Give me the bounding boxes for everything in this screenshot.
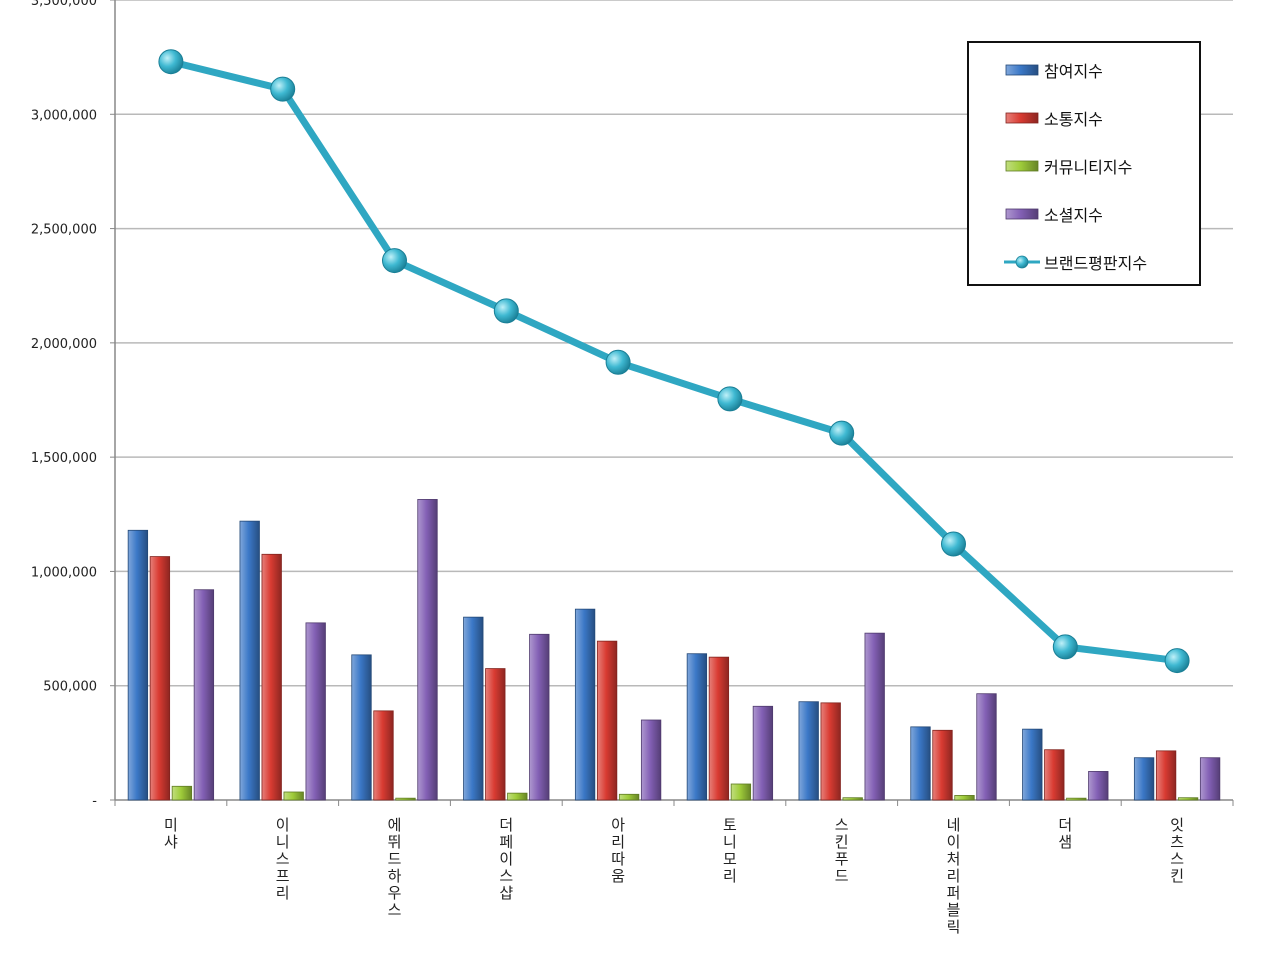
bar	[1155, 750, 1177, 801]
line-point	[1164, 648, 1190, 674]
bar	[1199, 757, 1221, 801]
bar	[910, 726, 931, 801]
legend-label: 브랜드평판지수	[1044, 254, 1147, 273]
bar	[708, 656, 730, 801]
bar	[305, 622, 326, 801]
bar	[1066, 797, 1087, 801]
y-tick-label: 500,000	[43, 680, 97, 695]
bar	[820, 702, 841, 801]
bar	[463, 616, 484, 801]
bar	[932, 729, 953, 801]
line-point	[941, 531, 966, 557]
bar	[752, 705, 774, 801]
legend-label: 소셜지수	[1044, 206, 1103, 225]
bar	[1177, 797, 1199, 801]
bar	[730, 783, 752, 801]
bar	[507, 792, 528, 801]
legend-label: 커뮤니티지수	[1044, 158, 1132, 177]
y-tick-label: 2,000,000	[31, 337, 97, 352]
bar	[373, 710, 394, 801]
y-tick-label: 1,000,000	[31, 565, 97, 580]
bar	[864, 632, 885, 801]
bars	[127, 499, 1221, 801]
bar	[261, 553, 282, 801]
line-point	[829, 420, 855, 446]
legend-label: 참여지수	[1044, 62, 1103, 81]
line-point	[717, 386, 743, 412]
brand-reputation-line	[158, 49, 1190, 674]
bar	[842, 797, 863, 801]
y-tick-label: 3,000,000	[31, 108, 97, 123]
line-point	[382, 248, 407, 274]
bar	[976, 693, 997, 801]
legend-label: 소통지수	[1044, 110, 1103, 129]
bar	[283, 791, 304, 801]
bar	[686, 653, 708, 801]
series-line	[167, 58, 1181, 665]
bar	[640, 719, 662, 801]
bar	[193, 589, 215, 801]
bar	[1044, 749, 1065, 801]
y-tick-label: 2,500,000	[31, 223, 97, 238]
bar	[1088, 771, 1109, 801]
bar	[1022, 728, 1043, 801]
bar	[351, 654, 372, 801]
bar	[618, 793, 640, 801]
line-point	[270, 76, 296, 102]
x-tick-labels: 미 샤 이 니 스 프 리 에 뛰 드 하 우 스 더 페 이 스 샵 아 리 따 움 토 니 모 리 스 킨 푸 드 네 이 처 리 퍼 블 릭 더 샘 잇…	[164, 816, 1184, 936]
legend-swatch	[1005, 64, 1039, 76]
y-tick-labels: - 500,000 1,000,000 1,500,000 2,000,000 2,500…	[31, 0, 97, 809]
bar	[798, 701, 819, 801]
bar	[171, 785, 193, 801]
bar	[1133, 757, 1155, 801]
bar	[127, 529, 149, 801]
y-tick-label: 1,500,000	[31, 451, 97, 466]
legend-swatch	[1005, 208, 1039, 220]
line-point	[605, 349, 631, 375]
bar	[149, 556, 171, 801]
legend-swatch-dot	[1015, 255, 1029, 269]
legend-swatch	[1005, 112, 1039, 124]
bar	[574, 608, 596, 801]
bar	[417, 499, 438, 801]
legend-swatch	[1005, 160, 1039, 172]
bar	[395, 797, 416, 801]
bar	[485, 668, 506, 801]
bar	[954, 795, 975, 801]
y-tick-label: 3,500,000	[31, 0, 97, 9]
line-point	[1052, 634, 1078, 660]
bar	[596, 640, 618, 801]
y-tick-label: -	[92, 794, 97, 809]
bar	[239, 520, 260, 801]
bar	[529, 633, 550, 801]
line-point	[158, 49, 184, 75]
line-point	[493, 298, 519, 324]
